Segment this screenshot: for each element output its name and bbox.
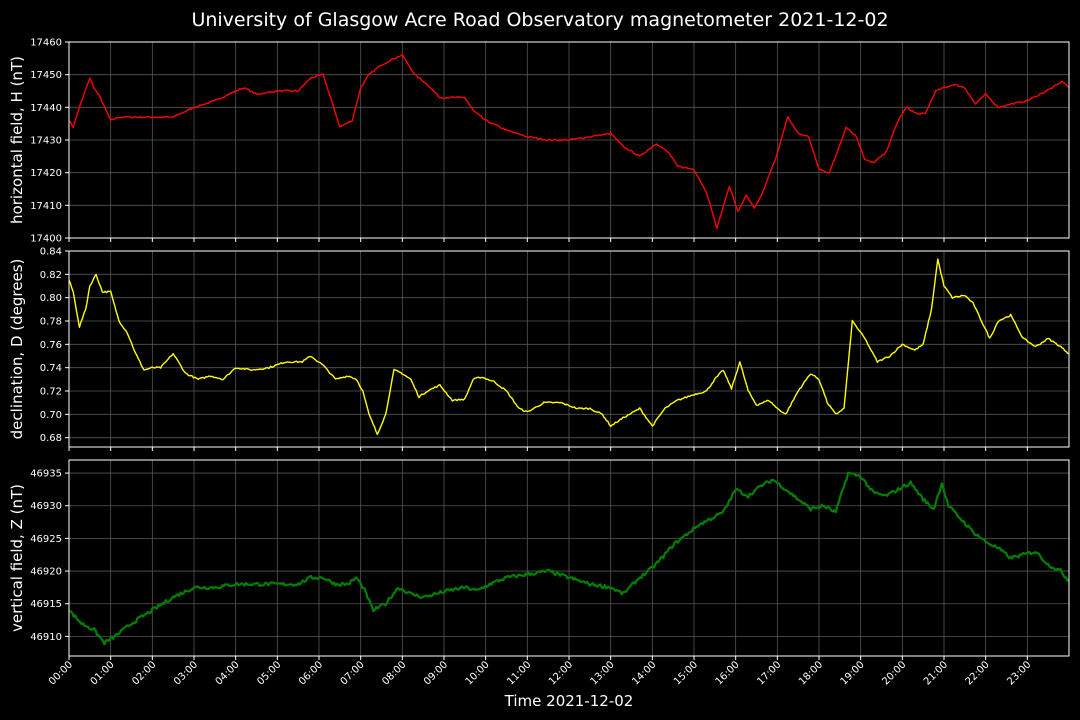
y-tick-label: 46920 bbox=[30, 567, 62, 578]
y-tick-label: 0.80 bbox=[40, 293, 62, 304]
x-tick-label: 21:00 bbox=[922, 659, 950, 687]
y-tick-label: 0.82 bbox=[40, 270, 62, 281]
x-tick-label: 15:00 bbox=[672, 659, 700, 687]
y-tick-label: 0.68 bbox=[40, 433, 62, 444]
y-tick-label: 17440 bbox=[30, 103, 62, 114]
y-tick-label: 17420 bbox=[30, 168, 62, 179]
y-tick-label: 46930 bbox=[30, 501, 62, 512]
d-series-line bbox=[68, 258, 1070, 436]
declination-panel: 0.68 0.70 0.72 0.74 0.76 0.78 0.80 0.82 0.84 decl… bbox=[8, 247, 1070, 451]
z-series-line bbox=[68, 471, 1070, 646]
z-y-axis-label: vertical field, Z (nT) bbox=[8, 484, 26, 632]
x-tick-label: 22:00 bbox=[964, 659, 992, 687]
x-tick-label: 18:00 bbox=[797, 659, 825, 687]
axes-frame bbox=[68, 459, 1070, 657]
d-y-axis-label: declination, D (degrees) bbox=[8, 259, 26, 440]
x-tick-label: 07:00 bbox=[339, 659, 367, 687]
y-tick-label: 46915 bbox=[30, 599, 62, 610]
x-tick-label: 01:00 bbox=[89, 659, 117, 687]
x-tick-label: 06:00 bbox=[297, 659, 325, 687]
y-tick-label: 0.76 bbox=[40, 340, 62, 351]
y-tick-label: 0.72 bbox=[40, 387, 62, 398]
y-tick-label: 17450 bbox=[30, 70, 62, 81]
h-y-axis-label: horizontal field, H (nT) bbox=[8, 56, 26, 224]
x-tick-label: 04:00 bbox=[214, 659, 242, 687]
x-tick-label: 17:00 bbox=[755, 659, 783, 687]
z-field-panel: 46910 46915 46920 46925 46930 46935 vertical f… bbox=[8, 459, 1070, 688]
y-tick-label: 46935 bbox=[30, 469, 62, 480]
h-field-panel: 17400 17410 17420 17430 17440 17450 17460 horiz… bbox=[8, 38, 1070, 245]
x-tick-label: 23:00 bbox=[1005, 659, 1033, 687]
y-tick-label: 0.74 bbox=[40, 363, 62, 374]
x-tick-label: 13:00 bbox=[589, 659, 617, 687]
axes-frame bbox=[68, 250, 1070, 448]
y-tick-label: 0.70 bbox=[40, 410, 62, 421]
axes-frame bbox=[68, 41, 1070, 239]
x-tick-label: 20:00 bbox=[880, 659, 908, 687]
y-tick-label: 46925 bbox=[30, 534, 62, 545]
x-tick-label: 16:00 bbox=[714, 659, 742, 687]
h-series-line bbox=[68, 53, 1070, 230]
y-tick-label: 46910 bbox=[30, 632, 62, 643]
x-tick-label: 03:00 bbox=[172, 659, 200, 687]
x-tick-label: 05:00 bbox=[255, 659, 283, 687]
x-tick-label: 14:00 bbox=[630, 659, 658, 687]
y-tick-label: 17410 bbox=[30, 201, 62, 212]
x-tick-label: 02:00 bbox=[130, 659, 158, 687]
y-tick-label: 17460 bbox=[30, 38, 62, 49]
y-tick-label: 17400 bbox=[30, 234, 62, 245]
x-tick-label: 11:00 bbox=[505, 659, 533, 687]
chart-title: University of Glasgow Acre Road Observat… bbox=[191, 9, 889, 31]
x-tick-label: 19:00 bbox=[839, 659, 867, 687]
y-tick-label: 0.84 bbox=[40, 247, 62, 258]
x-tick-label: 00:00 bbox=[47, 659, 75, 687]
x-tick-label: 08:00 bbox=[380, 659, 408, 687]
y-tick-label: 17430 bbox=[30, 136, 62, 147]
x-tick-label: 09:00 bbox=[422, 659, 450, 687]
y-tick-label: 0.78 bbox=[40, 317, 62, 328]
x-axis-label: Time 2021-12-02 bbox=[504, 692, 634, 710]
x-tick-label: 10:00 bbox=[464, 659, 492, 687]
x-tick-label: 12:00 bbox=[547, 659, 575, 687]
